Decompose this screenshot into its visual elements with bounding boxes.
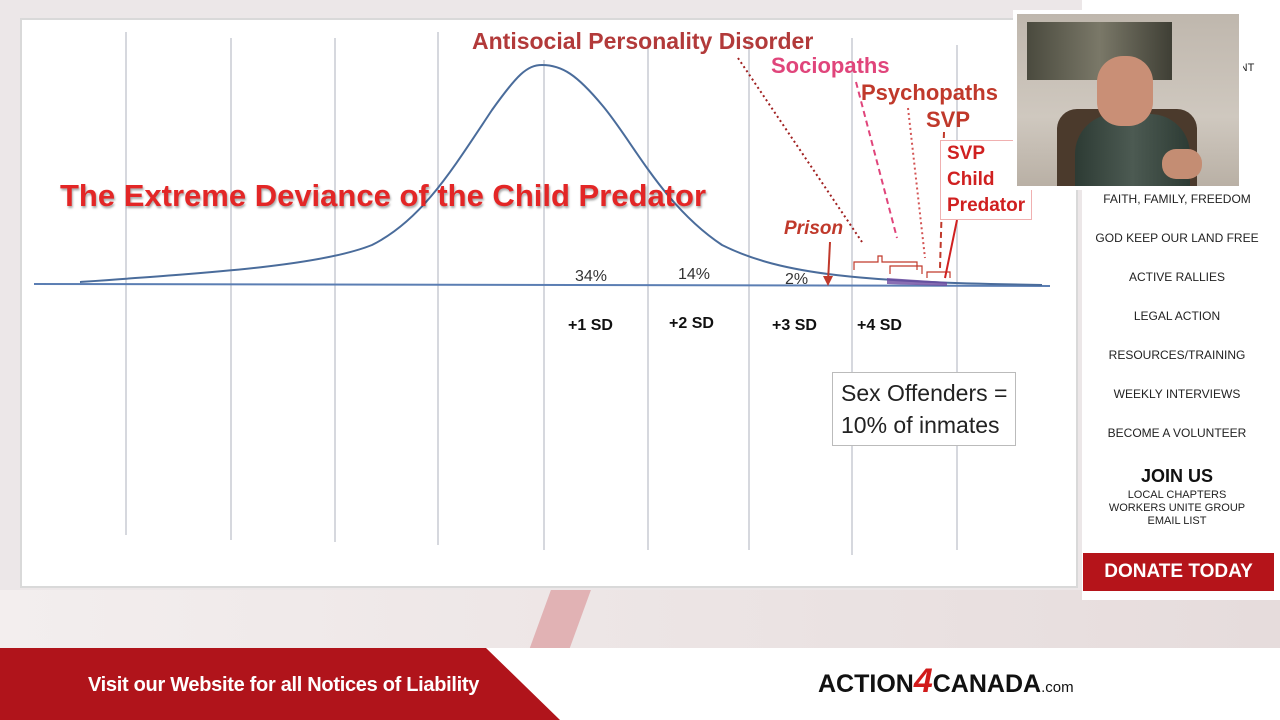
arrow-antisocial (737, 57, 863, 243)
webcam-head (1097, 56, 1153, 126)
arrow-sociopaths (855, 81, 898, 239)
join-chapters[interactable]: LOCAL CHAPTERS (1127, 489, 1227, 501)
tail-shading (887, 278, 947, 286)
bracket-psychopaths (889, 265, 923, 274)
webcam-hand (1162, 149, 1202, 179)
arrow-svp-child (944, 219, 958, 279)
bracket-sociopaths (853, 255, 918, 270)
arrow-psychopaths (907, 107, 926, 259)
action4canada-logo: ACTION4CANADA.com (818, 662, 1074, 701)
logo-number: 4 (913, 662, 933, 700)
sex-offenders-line: Sex Offenders = (841, 380, 1008, 406)
bell-curve-chart (33, 32, 1051, 555)
percent-label: 14% (678, 266, 711, 283)
sidebar-item-faith[interactable]: FAITH, FAMILY, FREEDOM (1103, 192, 1251, 206)
logo-name: CANADA (932, 670, 1042, 698)
liability-banner[interactable] (0, 648, 560, 720)
sidebar-item-resources[interactable]: RESOURCES/TRAINING (1108, 348, 1246, 362)
sidebar-item-god-keep[interactable]: GOD KEEP OUR LAND FREE (1095, 231, 1259, 245)
grid-lines (125, 32, 958, 555)
arrow-prison (827, 241, 831, 283)
sidebar-item-interviews[interactable]: WEEKLY INTERVIEWS (1113, 387, 1241, 401)
join-email[interactable]: EMAIL LIST (1147, 515, 1207, 527)
logo-domain: .com (1041, 679, 1074, 696)
join-workers[interactable]: WORKERS UNITE GROUP (1108, 502, 1246, 514)
sidebar-item-volunteer[interactable]: BECOME A VOLUNTEER (1107, 426, 1247, 440)
presentation-slide: Antisocial Personality Disorder Sociopat… (20, 18, 1078, 588)
sex-offenders-box: Sex Offenders = 10% of inmates (832, 372, 1017, 446)
sidebar-item-rallies[interactable]: ACTIVE RALLIES (1128, 270, 1226, 284)
bell-curve (79, 63, 1043, 286)
slide-title: The Extreme Deviance of the Child Predat… (60, 178, 707, 213)
sidebar-item-legal[interactable]: LEGAL ACTION (1133, 309, 1221, 323)
svp-child-line: Predator (947, 195, 1026, 216)
sd-label: +2 SD (669, 315, 714, 332)
antisocial-label: Antisocial Personality Disorder (472, 28, 814, 54)
sex-offenders-line: 10% of inmates (841, 412, 1000, 438)
svp-child-line: SVP (947, 143, 986, 164)
arrow-prison-head (823, 276, 833, 286)
svp-label: SVP (926, 107, 971, 132)
sidebar-partial-text: NT (1239, 62, 1255, 74)
background-shape (0, 590, 1280, 650)
donate-button[interactable]: DONATE TODAY (1083, 553, 1274, 591)
svp-child-line: Child (947, 169, 995, 190)
logo-prefix: ACTION (818, 670, 914, 698)
percent-label: 34% (575, 268, 608, 285)
sd-label: +3 SD (772, 317, 817, 334)
bracket-svp (926, 271, 951, 278)
psychopaths-label: Psychopaths (861, 80, 998, 105)
join-us-title[interactable]: JOIN US (1140, 466, 1214, 486)
percent-label: 2% (785, 271, 809, 288)
sociopaths-label: Sociopaths (771, 53, 890, 78)
liability-text[interactable]: Visit our Website for all Notices of Lia… (88, 674, 480, 696)
baseline-axis (33, 283, 1051, 287)
sd-label: +1 SD (568, 317, 613, 334)
webcam-overlay (1013, 10, 1243, 190)
prison-label: Prison (784, 218, 844, 239)
sd-label: +4 SD (857, 317, 902, 334)
